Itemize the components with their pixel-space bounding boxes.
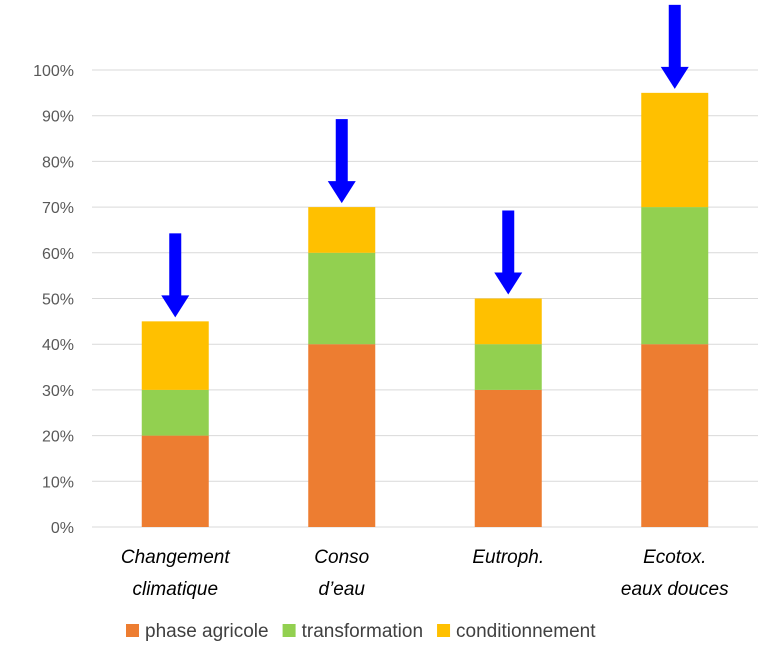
y-tick-label: 50% [42, 292, 74, 309]
y-tick-label: 70% [42, 200, 74, 217]
y-tick-label: 90% [42, 109, 74, 126]
down-arrow-icon [161, 233, 190, 318]
y-tick-label: 30% [42, 383, 74, 400]
bar-segment [474, 298, 542, 345]
category-label: Changement [121, 547, 231, 568]
bar-segment [474, 344, 542, 390]
y-tick-label: 20% [42, 429, 74, 446]
legend-swatch [437, 624, 451, 637]
category-label: Eutroph. [472, 547, 544, 568]
category-label: Ecotox. [643, 547, 706, 568]
legend-label: transformation [302, 621, 423, 642]
down-arrow-icon [494, 210, 523, 295]
y-tick-label: 40% [42, 337, 74, 354]
bar-segment [141, 389, 209, 436]
y-axis-ticks: 0% 10% 20% 30% 40% 50% 60% 70% 80% 90% 100% [33, 63, 74, 537]
legend-label: conditionnement [456, 621, 596, 642]
y-tick-label: 0% [51, 520, 74, 537]
bar-segment [141, 435, 209, 527]
bar-segment [641, 92, 709, 208]
down-arrow-icon [327, 119, 356, 204]
y-tick-label: 100% [33, 63, 74, 80]
arrows [161, 4, 689, 318]
y-tick-label: 80% [42, 154, 74, 171]
legend-label: phase agricole [145, 621, 269, 642]
y-tick-label: 10% [42, 474, 74, 491]
bar-segment [141, 321, 209, 390]
bars [141, 92, 709, 527]
bar-segment [641, 344, 709, 527]
category-label: Conso [314, 547, 369, 568]
y-tick-label: 60% [42, 246, 74, 263]
legend-swatch [126, 624, 139, 637]
bar-segment [308, 207, 376, 253]
bar-segment [474, 389, 542, 527]
x-axis-categories: Changement climatique Conso d’eau Eutroph. Ec… [121, 547, 729, 600]
bar-segment [641, 207, 709, 345]
bar-segment [308, 252, 376, 345]
category-label: eaux douces [621, 579, 729, 600]
category-label: climatique [132, 579, 218, 600]
legend-swatch [282, 624, 296, 637]
down-arrow-icon [660, 4, 689, 89]
bar-segment [308, 344, 376, 527]
category-label: d’eau [319, 579, 366, 600]
legend: phase agricole transformation conditionnem… [126, 621, 596, 642]
